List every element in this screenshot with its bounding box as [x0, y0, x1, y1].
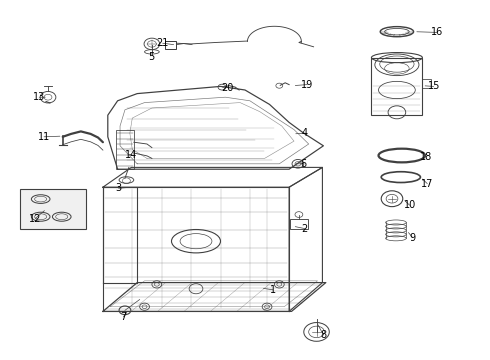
Text: 9: 9 [410, 233, 416, 243]
Bar [20, 189, 86, 229]
Text: 4: 4 [302, 128, 308, 138]
Text: 17: 17 [421, 179, 434, 189]
Text: 8: 8 [320, 330, 326, 340]
Bar [290, 219, 308, 229]
Bar [422, 79, 431, 88]
Text: 19: 19 [301, 80, 314, 90]
Text: 6: 6 [301, 159, 307, 169]
Bar [371, 58, 422, 115]
Text: 13: 13 [33, 92, 45, 102]
Text: 7: 7 [121, 312, 126, 322]
Text: 14: 14 [125, 150, 137, 160]
Bar [116, 130, 134, 169]
Text: 2: 2 [302, 224, 308, 234]
Text: 11: 11 [38, 132, 50, 142]
Text: 10: 10 [404, 200, 416, 210]
Text: 21: 21 [156, 38, 169, 48]
Text: 5: 5 [148, 52, 154, 62]
Text: 18: 18 [420, 152, 433, 162]
Bar [165, 41, 176, 49]
Text: 16: 16 [431, 27, 443, 37]
Text: 15: 15 [427, 81, 440, 91]
Text: 12: 12 [29, 213, 42, 224]
Text: 3: 3 [116, 183, 122, 193]
Text: 20: 20 [221, 83, 234, 93]
Text: 1: 1 [270, 285, 276, 295]
